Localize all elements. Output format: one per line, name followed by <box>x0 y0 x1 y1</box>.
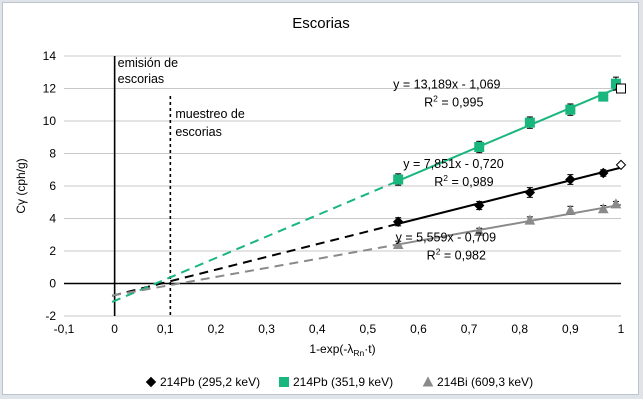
point-marker <box>474 142 485 152</box>
point-marker <box>565 174 576 185</box>
point-marker <box>597 203 609 214</box>
y-tick-label: 10 <box>43 114 57 128</box>
point-marker <box>393 174 404 185</box>
legend: 214Pb (295,2 keV) 214Pb (351,9 keV) 214Bi … <box>145 375 533 389</box>
x-tick-label: 1 <box>618 322 625 336</box>
point-marker <box>610 198 622 209</box>
y-tick-label: 0 <box>49 277 56 291</box>
x-axis-label: 1-exp(-λRn·t) <box>309 342 375 358</box>
fit-line-solid <box>398 203 622 246</box>
fit-r2: R2 = 0,982 <box>427 246 486 262</box>
point-marker <box>524 187 536 198</box>
point-marker <box>565 204 576 215</box>
fit-r2: R2 = 0,995 <box>424 94 483 110</box>
y-tick-label: 12 <box>43 82 57 96</box>
y-tick-label: -2 <box>45 309 56 323</box>
x-tick-label: 0 <box>111 322 118 336</box>
y-tick-label: 8 <box>49 147 56 161</box>
y-axis-label: Cγ (cph/g) <box>14 158 28 213</box>
chart-frame: Escorias -2 0 2 4 6 8 10 12 14 -0,1 0 0,1 0,2 0,3 0,4 0… <box>2 2 639 395</box>
x-tick-label: 0,1 <box>157 322 174 336</box>
x-tick-label: 0,6 <box>410 322 427 336</box>
y-tick-label: 14 <box>43 49 57 63</box>
point-marker <box>392 238 404 249</box>
y-tick-label: 6 <box>49 179 56 193</box>
tick-labels: -2 0 2 4 6 8 10 12 14 -0,1 0 0,1 0,2 0,3 0,4 0,5 0,6 0,7 0… <box>14 49 625 358</box>
point-marker <box>422 376 434 387</box>
point-marker <box>598 91 609 102</box>
fit-lines <box>111 85 622 303</box>
x-tick-label: 0,5 <box>359 322 376 336</box>
annotation-emision: escorias <box>118 72 165 86</box>
x-tick-label: 0,4 <box>309 322 326 336</box>
point-marker <box>474 200 485 211</box>
point-marker <box>145 376 157 388</box>
x-tick-label: -0,1 <box>54 322 75 336</box>
annotation-muestreo: escorias <box>175 125 222 139</box>
chart-svg: Escorias -2 0 2 4 6 8 10 12 14 -0,1 0 0,1 0,2 0,3 0,4 0… <box>14 15 627 389</box>
data-points <box>392 76 627 249</box>
x-tick-label: 0,8 <box>511 322 528 336</box>
x-tick-label: 0,9 <box>562 322 579 336</box>
point-marker <box>279 377 289 387</box>
chart-title: Escorias <box>292 15 350 32</box>
fit-line-dashed <box>111 179 399 303</box>
legend-label: 214Pb (295,2 keV) <box>160 375 260 389</box>
point-marker <box>524 214 536 225</box>
x-tick-label: 0,3 <box>258 322 275 336</box>
y-tick-label: 4 <box>49 212 56 226</box>
fit-line-solid <box>397 85 622 182</box>
fit-equation: y = 7,851x - 0,720 <box>403 157 503 171</box>
point-marker <box>524 117 535 128</box>
point-marker <box>598 167 609 179</box>
x-tick-label: 0,7 <box>461 322 478 336</box>
point-marker <box>615 159 627 171</box>
fit-equation: y = 13,189x - 1,069 <box>393 78 500 92</box>
legend-label: 214Bi (609,3 keV) <box>437 375 533 389</box>
point-marker <box>565 104 576 115</box>
fit-equation: y = 5,559x - 0,709 <box>396 230 496 244</box>
fit-line-dashed <box>111 222 399 297</box>
annotation-emision: emisión de <box>118 56 178 70</box>
annotation-muestreo: muestreo de <box>175 107 245 121</box>
point-marker <box>473 225 485 236</box>
annotations: emisión de escorias muestreo de escorias y =… <box>118 56 504 262</box>
x-tick-label: 0,2 <box>208 322 225 336</box>
point-marker <box>392 216 404 227</box>
fit-line-solid <box>397 166 622 225</box>
fit-line-dashed <box>111 243 399 297</box>
y-tick-label: 2 <box>49 244 56 258</box>
fit-r2: R2 = 0,989 <box>434 173 493 189</box>
point-marker <box>616 83 626 94</box>
legend-label: 214Pb (351,9 keV) <box>293 375 393 389</box>
grid-lines <box>64 55 621 317</box>
